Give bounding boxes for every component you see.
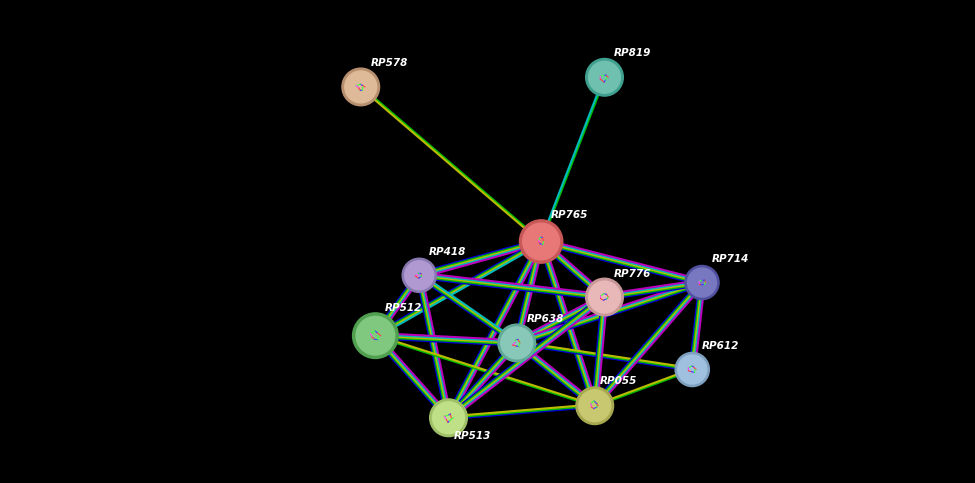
Ellipse shape — [678, 355, 707, 384]
Text: RP578: RP578 — [370, 57, 408, 68]
Text: RP776: RP776 — [614, 269, 651, 279]
Text: RP765: RP765 — [551, 210, 588, 220]
Ellipse shape — [523, 223, 560, 260]
Ellipse shape — [430, 399, 467, 437]
Ellipse shape — [589, 61, 620, 93]
Ellipse shape — [586, 278, 623, 316]
Text: RP055: RP055 — [600, 376, 637, 386]
Ellipse shape — [576, 387, 613, 425]
Ellipse shape — [579, 390, 610, 422]
Text: RP418: RP418 — [429, 247, 466, 257]
Text: RP819: RP819 — [614, 48, 651, 58]
Ellipse shape — [342, 68, 379, 106]
Text: RP513: RP513 — [453, 431, 490, 441]
Ellipse shape — [586, 58, 623, 96]
Ellipse shape — [589, 281, 620, 313]
Ellipse shape — [498, 324, 535, 362]
Ellipse shape — [501, 327, 532, 359]
Ellipse shape — [433, 402, 464, 434]
Ellipse shape — [687, 268, 717, 297]
Text: RP612: RP612 — [702, 341, 739, 351]
Ellipse shape — [353, 313, 398, 358]
Ellipse shape — [675, 353, 710, 386]
Ellipse shape — [402, 258, 437, 292]
Text: RP512: RP512 — [385, 302, 422, 313]
Ellipse shape — [684, 266, 720, 299]
Text: RP714: RP714 — [712, 254, 749, 264]
Ellipse shape — [345, 71, 376, 103]
Ellipse shape — [356, 316, 395, 355]
Ellipse shape — [520, 220, 563, 263]
Text: RP638: RP638 — [526, 313, 564, 324]
Ellipse shape — [405, 261, 434, 290]
